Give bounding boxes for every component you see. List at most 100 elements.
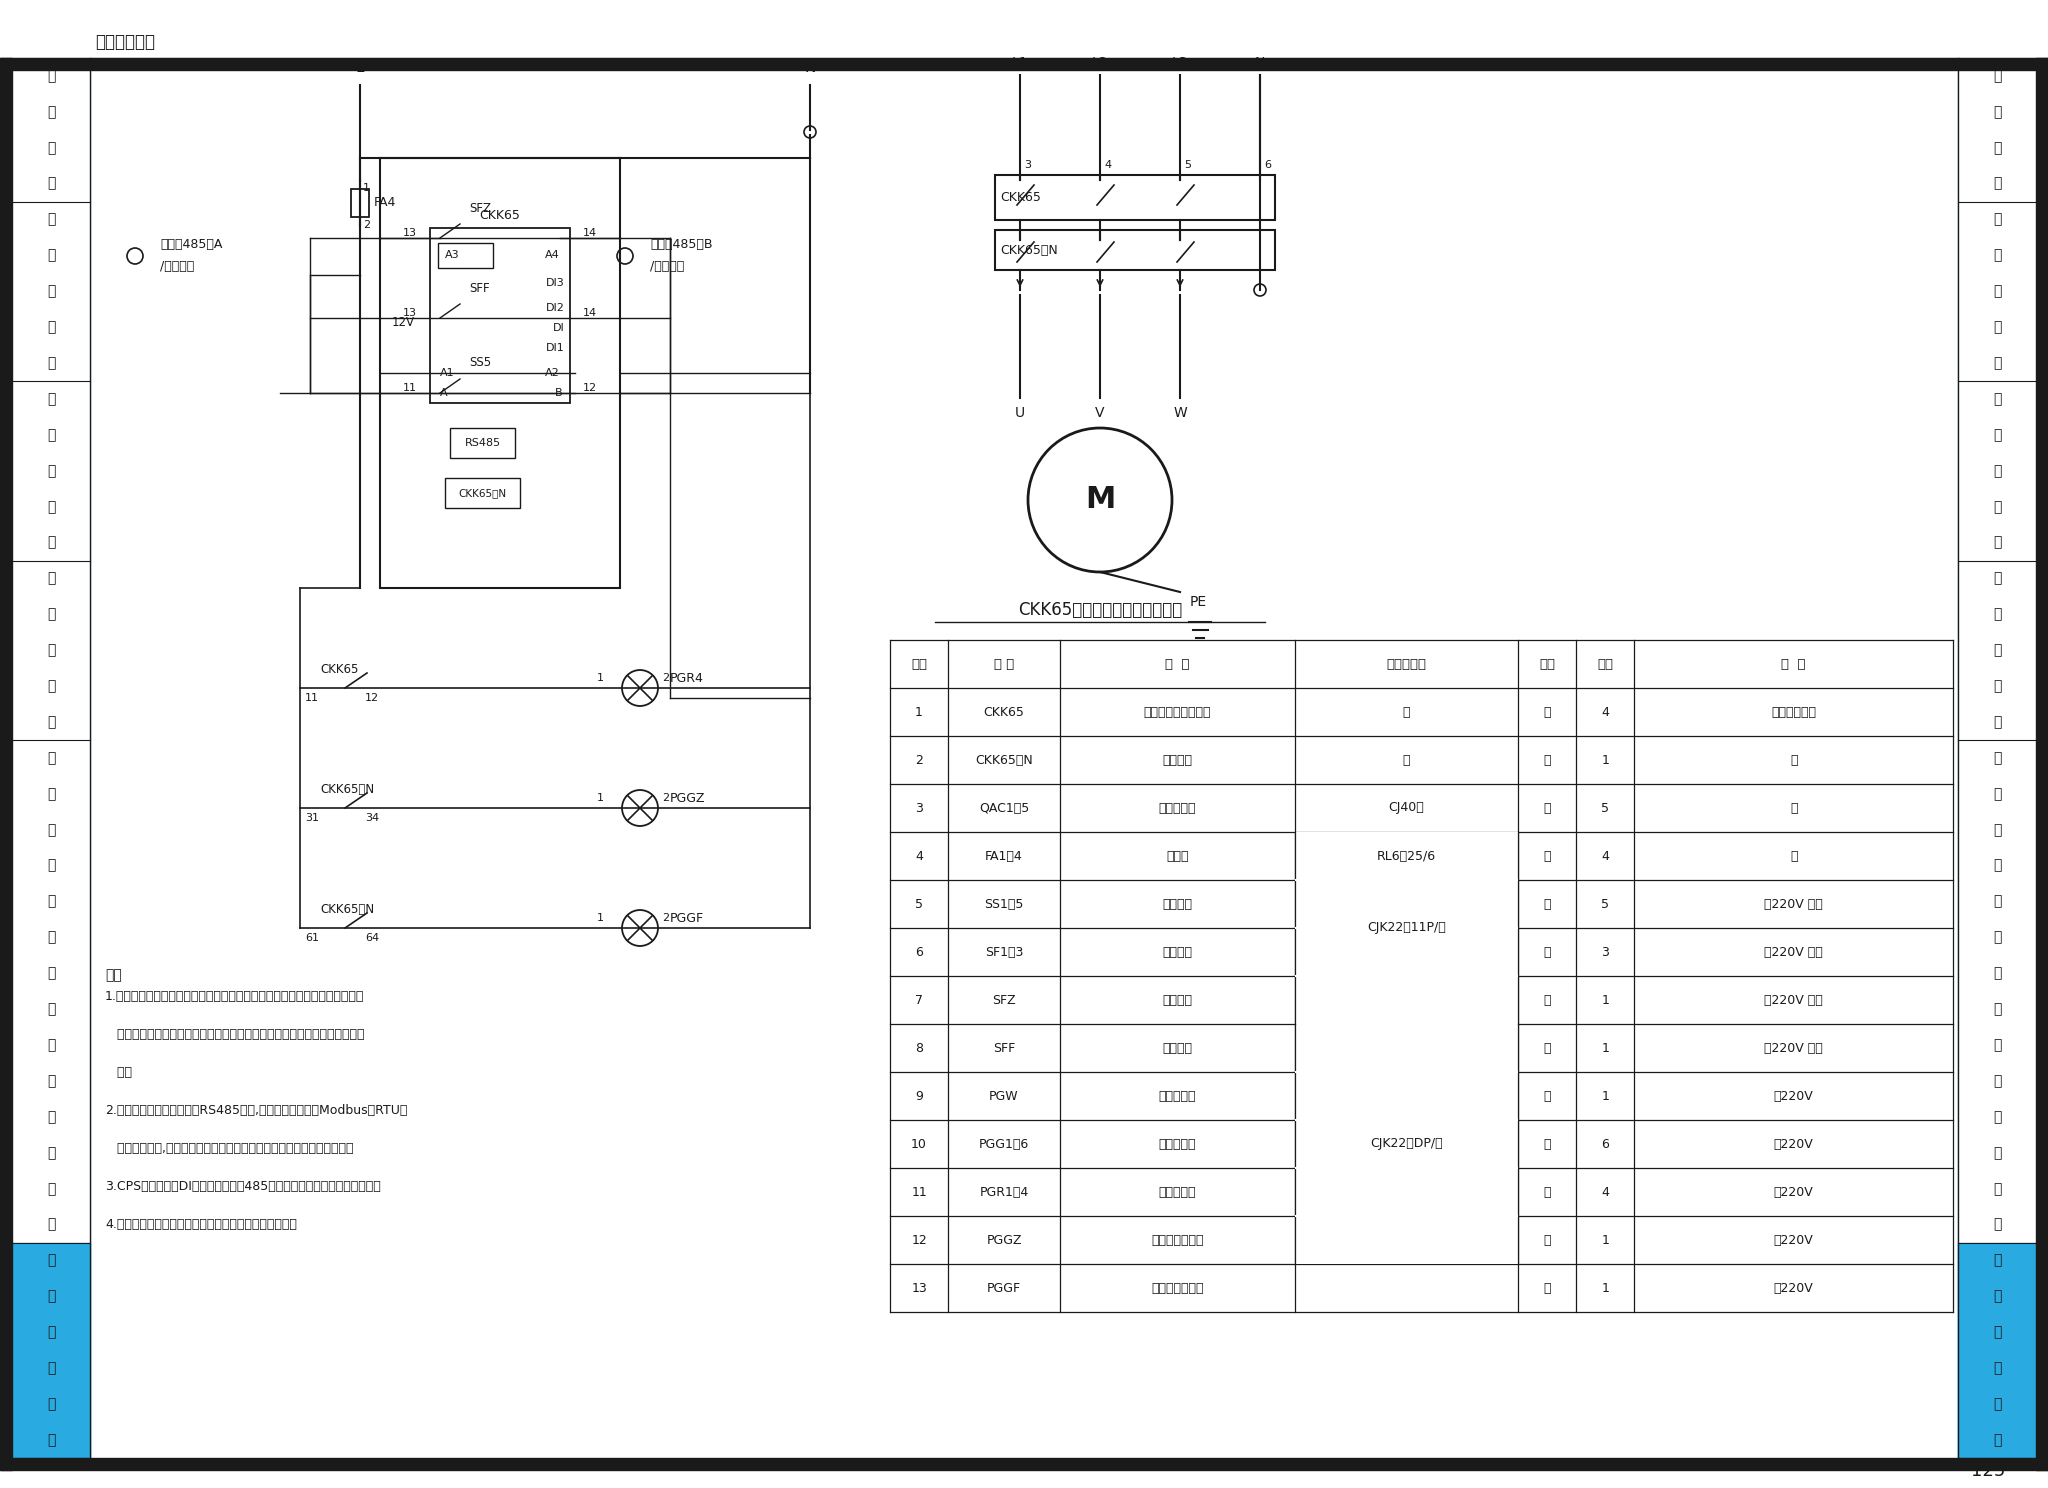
Text: CKK65: CKK65 (479, 208, 520, 222)
Text: 机: 机 (47, 1039, 55, 1052)
Text: 制: 制 (47, 1181, 55, 1196)
Text: B: B (555, 388, 563, 397)
Text: PGW: PGW (989, 1089, 1018, 1103)
Bar (350, 189, 369, 217)
Text: 5: 5 (1184, 161, 1192, 170)
Text: 射: 射 (1993, 930, 2001, 945)
Bar (1958, 201, 2036, 381)
Text: L1: L1 (1012, 57, 1028, 70)
Text: 控制与保护开关电器: 控制与保护开关电器 (1143, 705, 1210, 719)
Text: 个: 个 (1544, 1089, 1550, 1103)
Text: 流: 流 (1993, 966, 2001, 981)
Text: 1: 1 (596, 914, 604, 923)
Text: 术: 术 (47, 1362, 55, 1375)
Bar (1958, 1242, 2036, 1458)
Text: 1: 1 (1602, 1281, 1610, 1295)
Bar (12, 58, 90, 201)
Text: 14: 14 (584, 308, 598, 318)
Text: 3: 3 (915, 802, 924, 814)
Text: 双: 双 (1993, 500, 2001, 513)
Text: 4: 4 (1602, 705, 1610, 719)
Text: 1.控制与保护开关电器内部设有专用于电机双向可逆控制电路的程序，配合可: 1.控制与保护开关电器内部设有专用于电机双向可逆控制电路的程序，配合可 (104, 990, 365, 1003)
Text: 速: 速 (47, 716, 55, 729)
Text: －: － (1790, 802, 1798, 814)
Text: CKK65双向可逆电机控制电路图: CKK65双向可逆电机控制电路图 (1018, 601, 1182, 619)
Text: PGGF: PGGF (670, 912, 705, 924)
Text: 正转按钮: 正转按钮 (1163, 994, 1192, 1006)
Text: 双: 双 (47, 500, 55, 513)
Text: CJ40－: CJ40－ (1389, 802, 1423, 814)
Text: A2: A2 (545, 368, 559, 378)
Text: 资: 资 (47, 1397, 55, 1411)
Text: 12: 12 (365, 693, 379, 702)
Text: －: － (1790, 850, 1798, 863)
Text: PGGZ: PGGZ (670, 792, 705, 805)
Text: 6: 6 (915, 945, 924, 958)
Bar (0, 58, 12, 1470)
Bar (1294, 1024, 1518, 1263)
Text: ～220V 绿色: ～220V 绿色 (1763, 945, 1823, 958)
Text: 箱: 箱 (1993, 1217, 2001, 1232)
Text: 12: 12 (911, 1234, 928, 1247)
Text: 13: 13 (911, 1281, 928, 1295)
Bar (12, 201, 90, 381)
Text: 资: 资 (1993, 1397, 2001, 1411)
Text: 平: 平 (47, 751, 55, 765)
Text: 5: 5 (1602, 802, 1610, 814)
Text: A: A (440, 388, 449, 397)
Text: CKK65: CKK65 (999, 190, 1040, 204)
Text: 11: 11 (911, 1186, 928, 1198)
Text: A3: A3 (444, 250, 459, 260)
Text: 排: 排 (47, 68, 55, 83)
Text: 用: 用 (47, 464, 55, 478)
Bar (1294, 832, 1518, 1024)
Text: 时: 时 (47, 429, 55, 442)
Text: V: V (1096, 406, 1104, 420)
Text: ～220V 绿色: ～220V 绿色 (1763, 1042, 1823, 1055)
Bar (1958, 58, 2036, 201)
Text: 白色信号灯: 白色信号灯 (1159, 1089, 1196, 1103)
Bar (451, 429, 514, 458)
Text: 消: 消 (47, 213, 55, 226)
Text: 关: 关 (1993, 1290, 2001, 1303)
Text: 13: 13 (403, 308, 418, 318)
Bar (1958, 561, 2036, 740)
Text: L: L (356, 60, 365, 74)
Text: 相: 相 (1993, 1253, 2001, 1268)
Text: 备  注: 备 注 (1782, 658, 1806, 671)
Text: 流: 流 (47, 966, 55, 981)
Bar (12, 740, 90, 1242)
Text: PGR1～4: PGR1～4 (979, 1186, 1028, 1198)
Bar (12, 1242, 90, 1458)
Text: 可逆模块: 可逆模块 (1163, 753, 1192, 766)
Text: 连: 连 (47, 1074, 55, 1088)
Text: 时: 时 (47, 607, 55, 622)
Text: 125: 125 (1970, 1463, 2005, 1481)
Text: CKK65－N: CKK65－N (459, 488, 506, 498)
Text: 平: 平 (1993, 751, 2001, 765)
Bar (12, 561, 90, 740)
Text: 9: 9 (915, 1089, 924, 1103)
Text: 技: 技 (1993, 1326, 2001, 1339)
Text: 连接到上位机,可实现数据实时传输、参数远程整定以及操作远程控制。: 连接到上位机,可实现数据实时传输、参数远程整定以及操作远程控制。 (104, 1141, 354, 1155)
Text: 机: 机 (1993, 1039, 2001, 1052)
Text: 时: 时 (1993, 429, 2001, 442)
Text: 料: 料 (47, 1433, 55, 1446)
Text: 单: 单 (47, 679, 55, 693)
Text: 4: 4 (1602, 850, 1610, 863)
Text: CJK22－11P/口: CJK22－11P/口 (1366, 921, 1446, 934)
Text: 个: 个 (1544, 850, 1550, 863)
Text: PGG1～6: PGG1～6 (979, 1137, 1030, 1150)
Text: 12: 12 (584, 382, 598, 393)
Text: 平: 平 (47, 391, 55, 406)
Text: ～220V: ～220V (1774, 1137, 1815, 1150)
Text: 平: 平 (47, 320, 55, 335)
Text: 控: 控 (1993, 1146, 2001, 1159)
Text: 个: 个 (1544, 994, 1550, 1006)
Text: －: － (1403, 753, 1411, 766)
Text: 技: 技 (47, 1326, 55, 1339)
Text: 4: 4 (1104, 161, 1112, 170)
Text: 31: 31 (305, 812, 319, 823)
Text: L3: L3 (1171, 57, 1188, 70)
Text: 7: 7 (915, 994, 924, 1006)
